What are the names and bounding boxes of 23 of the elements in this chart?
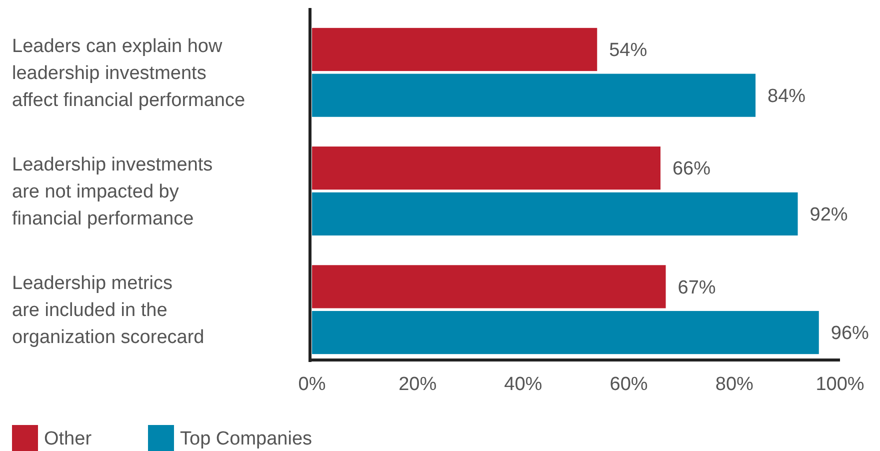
x-tick-label: 0% (298, 374, 326, 395)
x-tick-label: 80% (715, 374, 754, 395)
bar (312, 28, 598, 72)
bar (312, 310, 819, 354)
data-label: 54% (609, 40, 648, 62)
x-tick-label: 20% (398, 374, 437, 395)
y-tick-label: Leadership investments are not impacted by financial performance (12, 154, 213, 230)
data-label: 84% (768, 86, 806, 107)
y-tick-label: Leadership metrics are included in the organization scorecard (12, 273, 204, 348)
legend-label: Other (44, 428, 92, 450)
data-label: 92% (810, 204, 848, 226)
bar (312, 192, 798, 236)
x-tick-label: 100% (816, 374, 864, 395)
y-tick-label: Leaders can explain how leadership investments affect financial performance (12, 36, 246, 112)
bar (312, 146, 660, 190)
data-label: 67% (678, 277, 716, 298)
bar (312, 74, 756, 117)
data-label: 96% (830, 323, 870, 344)
x-tick-label: 40% (504, 374, 542, 395)
legend-label: Top Companies (180, 428, 312, 450)
bar (312, 265, 666, 308)
x-tick-label: 60% (610, 374, 648, 395)
data-label: 66% (672, 158, 711, 180)
